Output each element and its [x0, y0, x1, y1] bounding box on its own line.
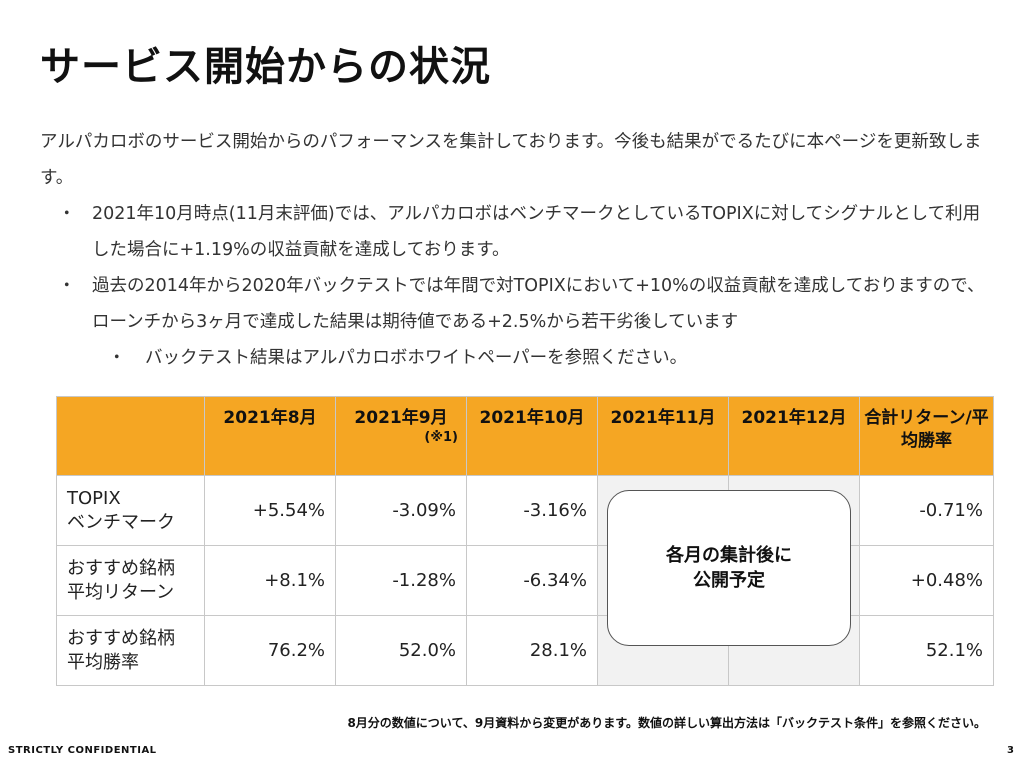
body-text: アルパカロボのサービス開始からのパフォーマンスを集計しております。今後も結果がで…: [40, 124, 990, 376]
header-cell-total: 合計リターン/平均勝率: [859, 396, 994, 476]
page-title: サービス開始からの状況: [40, 44, 491, 90]
sub-bullet-item: ・ バックテスト結果はアルパカロボホワイトペーパーを参照ください。: [40, 340, 990, 376]
page-number: 3: [1007, 745, 1014, 756]
cell-sep: 52.0%: [335, 615, 467, 686]
footnote: 8月分の数値について、9月資料から変更があります。数値の詳しい算出方法は「バック…: [347, 716, 986, 730]
cell-total: -0.71%: [859, 475, 994, 546]
header-cell-dec: 2021年12月: [728, 396, 860, 476]
cell-aug: +5.54%: [204, 475, 336, 546]
performance-table: 2021年8月 2021年9月 (※1) 2021年10月 2021年11月 2…: [56, 396, 994, 686]
cell-total: 52.1%: [859, 615, 994, 686]
bullet-marker: ・: [58, 204, 76, 224]
bullet-text: 過去の2014年から2020年バックテストでは年間で対TOPIXにおいて+10%…: [92, 276, 985, 332]
table-header-row: 2021年8月 2021年9月 (※1) 2021年10月 2021年11月 2…: [56, 396, 994, 476]
row-label: おすすめ銘柄 平均リターン: [56, 545, 205, 616]
bullet-item: ・ 過去の2014年から2020年バックテストでは年間で対TOPIXにおいて+1…: [40, 268, 990, 340]
bullet-item: ・ 2021年10月時点(11月末評価)では、アルパカロボはベンチマークとしてい…: [40, 196, 990, 268]
confidential-label: STRICTLY CONFIDENTIAL: [8, 745, 157, 756]
row-label: おすすめ銘柄 平均勝率: [56, 615, 205, 686]
cell-aug: +8.1%: [204, 545, 336, 616]
header-cell-sep: 2021年9月 (※1): [335, 396, 467, 476]
table-row: おすすめ銘柄 平均リターン +8.1% -1.28% -6.34% +0.48%: [56, 545, 994, 616]
cell-aug: 76.2%: [204, 615, 336, 686]
sub-bullet-text: バックテスト結果はアルパカロボホワイトペーパーを参照ください。: [145, 348, 688, 368]
cell-sep: -3.09%: [335, 475, 467, 546]
cell-oct: -3.16%: [466, 475, 598, 546]
cell-total: +0.48%: [859, 545, 994, 616]
table-row: TOPIX ベンチマーク +5.54% -3.09% -3.16% -0.71%: [56, 475, 994, 546]
cell-oct: -6.34%: [466, 545, 598, 616]
cell-oct: 28.1%: [466, 615, 598, 686]
bullet-text: 2021年10月時点(11月末評価)では、アルパカロボはベンチマークとしているT…: [92, 204, 981, 260]
header-cell-oct: 2021年10月: [466, 396, 598, 476]
header-cell-empty: [56, 396, 205, 476]
header-sep-label: 2021年9月: [354, 408, 448, 428]
header-cell-aug: 2021年8月: [204, 396, 336, 476]
table-row: おすすめ銘柄 平均勝率 76.2% 52.0% 28.1% 52.1%: [56, 615, 994, 686]
pending-notice-text: 各月の集計後に 公開予定: [666, 545, 792, 591]
header-sep-note: (※1): [424, 430, 458, 445]
cell-sep: -1.28%: [335, 545, 467, 616]
row-label: TOPIX ベンチマーク: [56, 475, 205, 546]
pending-notice-box: 各月の集計後に 公開予定: [607, 490, 851, 646]
bullet-marker: ・: [108, 348, 126, 368]
intro-paragraph: アルパカロボのサービス開始からのパフォーマンスを集計しております。今後も結果がで…: [40, 132, 982, 188]
header-cell-nov: 2021年11月: [597, 396, 729, 476]
bullet-marker: ・: [58, 276, 76, 296]
